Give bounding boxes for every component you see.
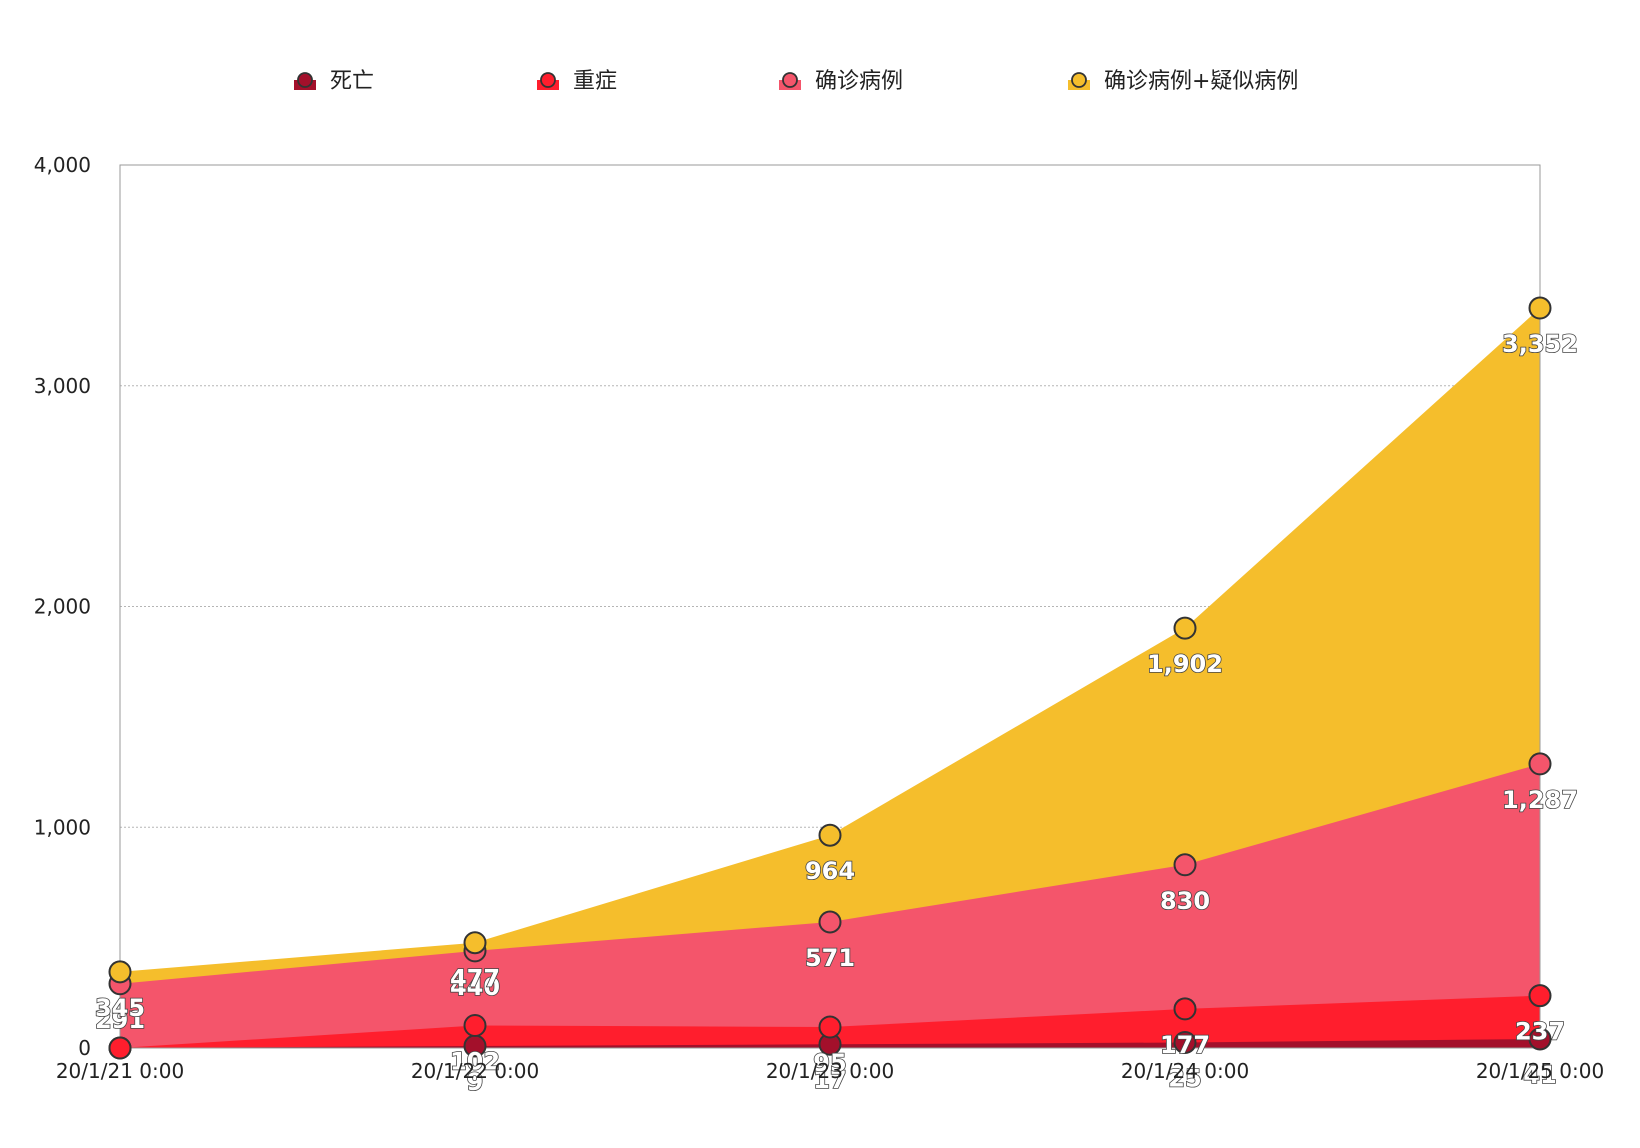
- marker-2-3: [1173, 853, 1197, 877]
- y-tick-label: 4,000: [34, 153, 91, 177]
- marker-1-4: [1528, 984, 1552, 1008]
- legend-marker: [1071, 72, 1087, 88]
- data-label-2-3: 830: [1160, 887, 1210, 915]
- data-label-3-3: 1,902: [1147, 650, 1223, 678]
- data-label-3-4: 3,352: [1502, 330, 1578, 358]
- marker-3-0: [108, 960, 132, 984]
- legend-label: 死亡: [330, 69, 374, 94]
- legend-marker: [782, 72, 798, 88]
- data-label-2-2: 571: [805, 944, 855, 972]
- data-labels: 9 17 25 41 102 95 177 237 291 440 571 830 1,287 345 47…: [94, 329, 1579, 1097]
- data-label-3-0: 345: [95, 994, 145, 1022]
- y-tick-label: 0: [78, 1036, 91, 1060]
- data-label-1-4: 237: [1515, 1018, 1565, 1046]
- data-label-0-3: 25: [1168, 1064, 1201, 1092]
- marker-1-1: [463, 1013, 487, 1037]
- marker-3-2: [818, 823, 842, 847]
- marker-1-2: [818, 1015, 842, 1039]
- data-label-1-3: 177: [1160, 1031, 1210, 1059]
- marker-2-4: [1528, 752, 1552, 776]
- marker-2-2: [818, 910, 842, 934]
- marker-3-3: [1173, 616, 1197, 640]
- data-label-2-4: 1,287: [1502, 786, 1578, 814]
- y-tick-label: 1,000: [34, 815, 91, 839]
- axes: 0 1,000 2,000 3,000 4,000 20/1/21 0:00 20/1/22…: [34, 153, 1604, 1083]
- data-label-3-2: 964: [805, 857, 855, 885]
- x-tick-label: 20/1/23 0:00: [766, 1059, 894, 1083]
- area-2: [120, 763, 1540, 1048]
- legend-marker: [540, 72, 556, 88]
- legend-item-2: 确诊病例: [779, 69, 903, 94]
- legend-item-1: 重症: [537, 69, 617, 94]
- legend-item-0: 死亡: [294, 69, 374, 94]
- legend: 死亡 重症 确诊病例 确诊病例+疑似病例: [294, 69, 1298, 94]
- marker-3-4: [1528, 296, 1552, 320]
- legend-item-3: 确诊病例+疑似病例: [1068, 69, 1298, 94]
- data-label-1-1: 102: [450, 1047, 500, 1075]
- x-tick-label: 20/1/24 0:00: [1121, 1059, 1249, 1083]
- legend-label: 重症: [573, 69, 617, 94]
- legend-label: 确诊病例: [815, 69, 903, 94]
- data-label-0-4: 41: [1523, 1061, 1556, 1089]
- markers: [108, 296, 1552, 1060]
- x-tick-label: 20/1/25 0:00: [1476, 1059, 1604, 1083]
- marker-1-0: [108, 1036, 132, 1060]
- data-label-0-2: 17: [813, 1066, 846, 1094]
- marker-3-1: [463, 931, 487, 955]
- legend-label: 确诊病例+疑似病例: [1104, 69, 1298, 94]
- y-tick-label: 2,000: [34, 595, 91, 619]
- data-label-3-1: 477: [450, 965, 500, 993]
- data-label-2-0: 291: [95, 1006, 145, 1034]
- marker-0-3: [1173, 1030, 1197, 1054]
- areas: [120, 308, 1540, 1048]
- data-label-1-2: 95: [813, 1049, 846, 1077]
- data-label-0-1: 9: [467, 1068, 484, 1096]
- grid: [120, 385, 1540, 828]
- y-tick-label: 3,000: [34, 374, 91, 398]
- x-tick-label: 20/1/22 0:00: [411, 1059, 539, 1083]
- data-label-2-1: 440: [450, 973, 500, 1001]
- x-tick-label: 20/1/21 0:00: [56, 1059, 184, 1083]
- marker-1-3: [1173, 997, 1197, 1021]
- legend-marker: [297, 72, 313, 88]
- marker-0-4: [1528, 1027, 1552, 1051]
